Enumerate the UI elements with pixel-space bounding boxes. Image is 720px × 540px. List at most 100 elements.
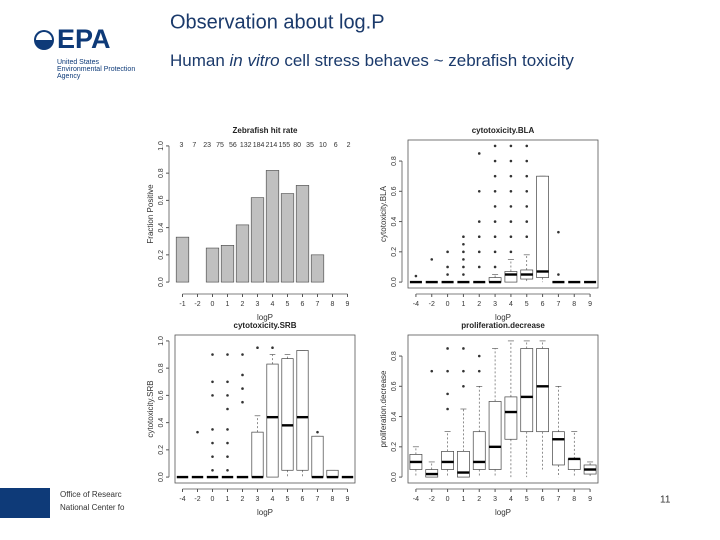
plot-frame bbox=[174, 334, 356, 484]
bar bbox=[250, 197, 265, 283]
outlier bbox=[493, 174, 497, 178]
box bbox=[251, 431, 264, 478]
x-tick-label: 3 bbox=[493, 301, 497, 308]
box bbox=[281, 358, 294, 471]
logo-text: EPA bbox=[57, 24, 111, 54]
outlier bbox=[493, 235, 497, 238]
y-tick-label: 0.0 bbox=[158, 277, 165, 287]
slide-title: Observation about log.P bbox=[170, 11, 385, 33]
outlier bbox=[557, 273, 560, 276]
footer-line: National Center fo bbox=[60, 503, 125, 512]
x-tick-label: 1 bbox=[461, 496, 465, 503]
outlier bbox=[462, 242, 465, 246]
y-tick-label: 0.2 bbox=[158, 250, 165, 260]
outlier bbox=[509, 205, 513, 208]
bar bbox=[310, 254, 325, 283]
count-label: 3 bbox=[179, 142, 183, 149]
outlier bbox=[493, 220, 497, 223]
count-label: 7 bbox=[192, 142, 196, 149]
outlier bbox=[256, 346, 259, 350]
box bbox=[457, 451, 470, 478]
outlier bbox=[477, 250, 481, 254]
count-label: 75 bbox=[216, 142, 224, 149]
footer-bar bbox=[0, 488, 50, 518]
x-tick-label: -4 bbox=[179, 496, 185, 503]
outlier bbox=[477, 235, 481, 238]
count-label: 6 bbox=[334, 142, 338, 149]
outlier bbox=[211, 428, 214, 431]
bar bbox=[265, 170, 280, 283]
box bbox=[488, 401, 502, 470]
count-label: 10 bbox=[319, 142, 327, 149]
x-tick-label: 0 bbox=[446, 301, 450, 308]
outlier bbox=[446, 407, 449, 411]
outlier bbox=[509, 159, 513, 163]
outlier bbox=[226, 468, 229, 472]
outlier bbox=[509, 144, 513, 148]
outlier bbox=[525, 220, 529, 223]
outlier bbox=[477, 220, 481, 223]
outlier bbox=[446, 369, 449, 373]
outlier bbox=[241, 353, 244, 356]
outlier bbox=[446, 347, 449, 350]
x-tick-label: 0 bbox=[211, 301, 215, 308]
box bbox=[520, 348, 534, 433]
x-tick-label: 0 bbox=[211, 496, 215, 503]
plot-frame bbox=[407, 334, 599, 484]
outlier bbox=[211, 455, 214, 458]
outlier bbox=[525, 159, 529, 163]
subtitle-part: in vitro bbox=[230, 51, 280, 70]
count-label: 214 bbox=[266, 142, 278, 149]
box bbox=[552, 431, 565, 466]
outlier bbox=[446, 273, 449, 276]
outlier bbox=[211, 353, 214, 356]
x-tick-label: 9 bbox=[588, 301, 592, 308]
x-tick-label: 5 bbox=[525, 301, 529, 308]
x-tick-label: 4 bbox=[271, 301, 275, 308]
chart: cytotoxicity.BLA logP cytotoxicity.BLA 0.0 0… bbox=[379, 126, 599, 322]
box bbox=[504, 271, 518, 283]
y-tick-label: 0.4 bbox=[158, 223, 165, 233]
outlier bbox=[430, 369, 434, 373]
box bbox=[536, 348, 549, 433]
outlier bbox=[226, 441, 229, 445]
outlier bbox=[226, 380, 229, 384]
y-tick-label: 0.0 bbox=[158, 472, 165, 482]
outlier bbox=[241, 387, 244, 390]
outlier bbox=[477, 190, 481, 193]
x-tick-label: 8 bbox=[572, 496, 576, 503]
chart: proliferation.decrease logP proliferation.… bbox=[379, 321, 599, 517]
box bbox=[441, 451, 454, 470]
chart-title: cytotoxicity.SRB bbox=[234, 321, 297, 330]
outlier bbox=[271, 346, 274, 350]
x-axis-title: logP bbox=[257, 313, 273, 322]
count-label: 35 bbox=[306, 142, 314, 149]
outlier bbox=[446, 265, 449, 269]
box bbox=[311, 435, 324, 478]
outlier bbox=[226, 394, 229, 397]
x-tick-label: 6 bbox=[541, 496, 545, 503]
x-tick-label: 2 bbox=[241, 496, 245, 503]
y-tick-label: 0.2 bbox=[391, 442, 398, 452]
y-tick-label: 0.6 bbox=[391, 381, 398, 391]
bar bbox=[220, 245, 235, 283]
bar bbox=[295, 185, 310, 283]
y-axis-title: proliferation.decrease bbox=[379, 370, 388, 447]
outlier bbox=[226, 407, 229, 411]
chart-title: cytotoxicity.BLA bbox=[472, 126, 535, 135]
outlier bbox=[241, 400, 244, 404]
outlier bbox=[509, 190, 513, 193]
count-label: 56 bbox=[229, 142, 237, 149]
outlier bbox=[557, 230, 560, 234]
x-tick-label: 2 bbox=[241, 301, 245, 308]
outlier bbox=[462, 273, 465, 276]
outlier bbox=[477, 152, 481, 155]
count-label: 2 bbox=[347, 142, 351, 149]
outlier bbox=[525, 235, 529, 238]
bar bbox=[205, 247, 220, 283]
outlier bbox=[414, 274, 418, 278]
outlier bbox=[226, 353, 229, 356]
y-tick-label: 0.2 bbox=[391, 247, 398, 257]
outlier bbox=[493, 250, 497, 254]
